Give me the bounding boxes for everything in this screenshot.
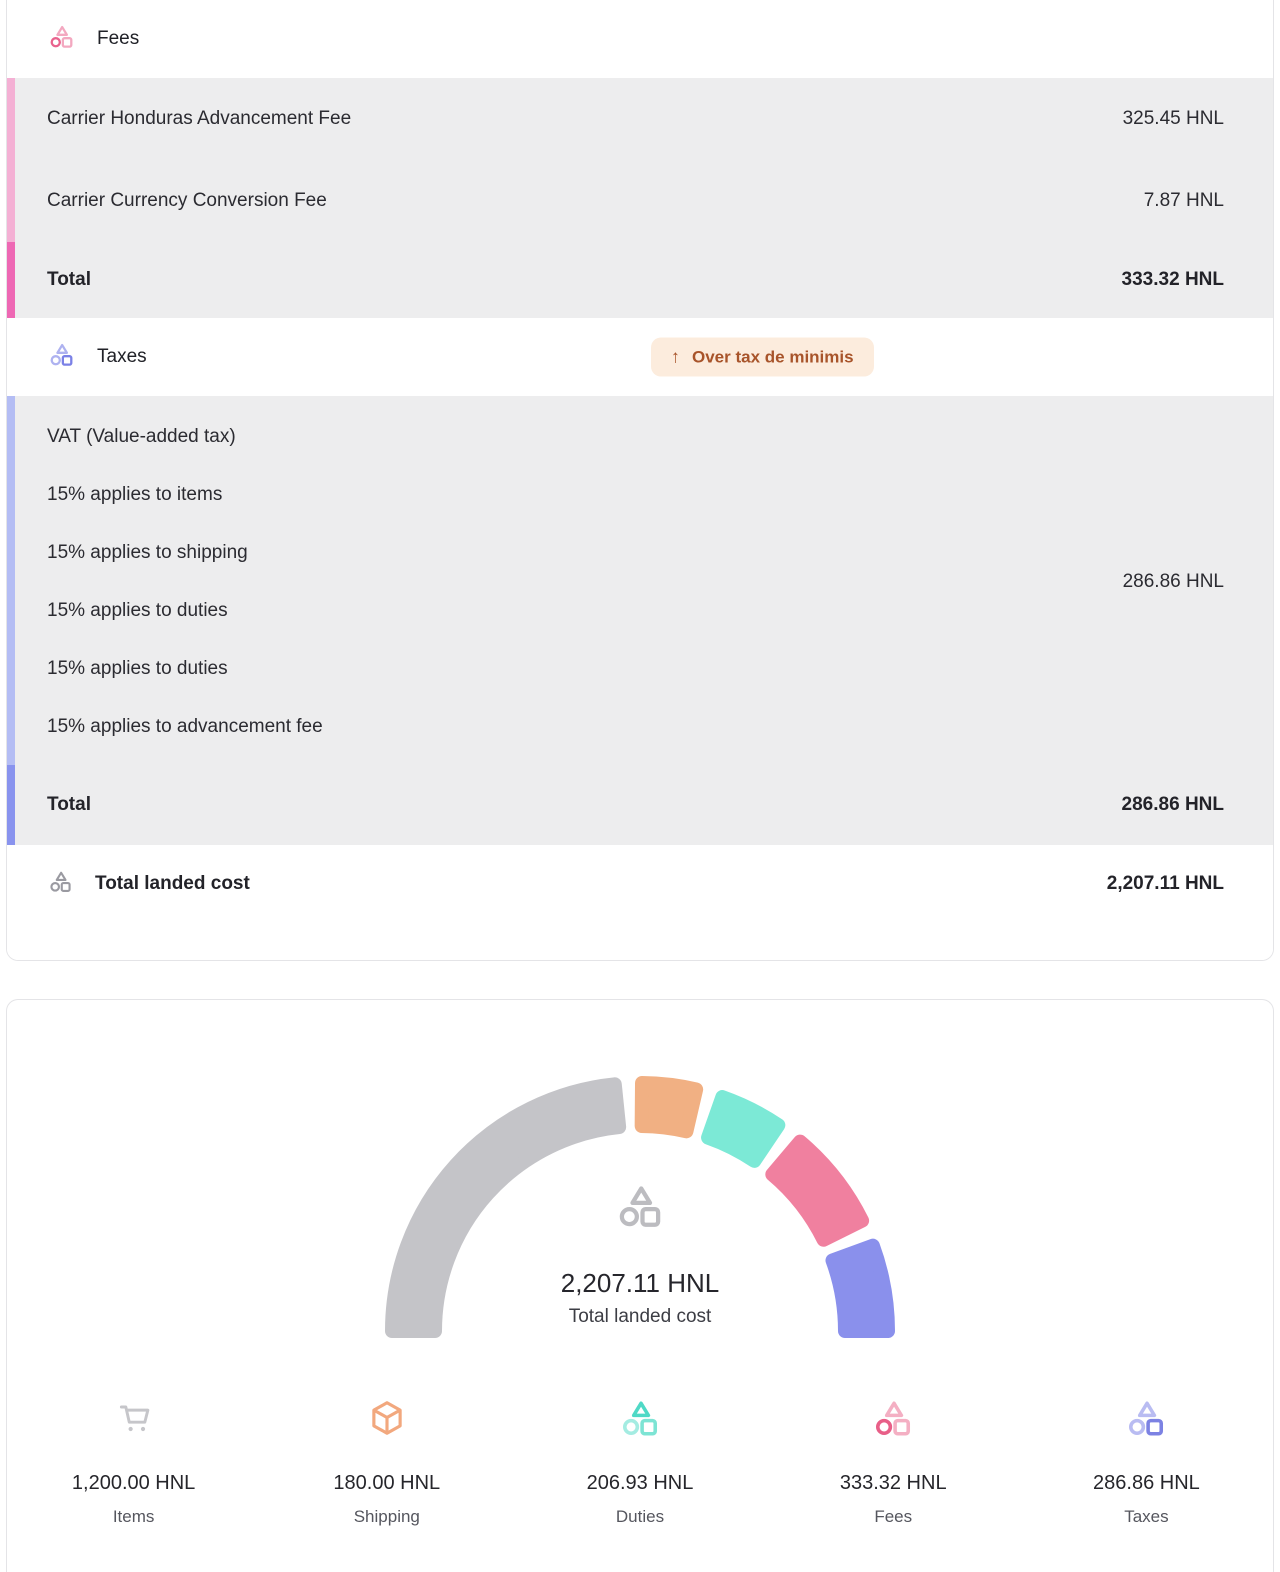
- gauge-segment-fees: [765, 1134, 870, 1247]
- tax-detail-line: VAT (Value-added tax): [47, 426, 236, 447]
- legend-label: Items: [112, 1507, 155, 1526]
- legend-value: 206.93 HNL: [586, 1472, 694, 1494]
- tax-detail-line: 15% applies to shipping: [47, 542, 248, 563]
- legend-item-items: 1,200.00 HNL Items: [7, 1397, 260, 1529]
- legend-item-fees: 333.32 HNL Fees: [767, 1397, 1020, 1529]
- taxes-logo-icon: [1125, 1397, 1167, 1439]
- gauge-segment-shipping: [634, 1076, 704, 1139]
- tax-detail-line: 15% applies to items: [47, 484, 223, 505]
- total-landed-cost-row: Total landed cost 2,207.11 HNL: [7, 845, 1273, 960]
- legend-item-taxes: 286.86 HNL Taxes: [1020, 1397, 1273, 1529]
- taxes-logo-icon: [48, 341, 75, 373]
- gauge-legend: 1,200.00 HNL Items 180.00 HNL Shipping 206.9…: [7, 1397, 1273, 1529]
- tax-detail-line: 15% applies to duties: [47, 658, 228, 679]
- landed-cost-gauge-chart: [385, 1076, 895, 1338]
- fees-total-row: Total 333.32 HNL: [7, 242, 1273, 318]
- total-landed-cost-value: 2,207.11 HNL: [1106, 873, 1224, 894]
- fees-section-title: Fees: [97, 28, 140, 49]
- legend-label: Shipping: [353, 1507, 420, 1526]
- legend-value: 180.00 HNL: [333, 1472, 441, 1494]
- legend-value: 333.32 HNL: [839, 1472, 947, 1494]
- tax-detail-line: 15% applies to duties: [47, 600, 228, 621]
- badge-label: Over tax de minimis: [692, 347, 854, 366]
- taxes-total-value: 286.86 HNL: [1121, 794, 1224, 815]
- legend-value: 1,200.00 HNL: [71, 1472, 196, 1494]
- legend-value: 286.86 HNL: [1093, 1472, 1200, 1494]
- fees-total-label: Total: [47, 269, 91, 290]
- landed-cost-logo-icon: [48, 869, 73, 899]
- tax-detail-value: 286.86 HNL: [1122, 571, 1224, 592]
- tax-detail-lines: VAT (Value-added tax) 15% applies to ite…: [47, 408, 323, 756]
- taxes-section-header: Taxes ↑ Over tax de minimis: [7, 318, 1273, 396]
- gauge-segment-items: [385, 1077, 627, 1338]
- legend-label: Taxes: [1124, 1507, 1169, 1526]
- fees-total-value: 333.32 HNL: [1121, 269, 1224, 290]
- fees-section-header: Fees: [7, 0, 1273, 78]
- fees-logo-icon: [872, 1397, 914, 1439]
- fee-row-label: Carrier Honduras Advancement Fee: [47, 108, 352, 129]
- duties-logo-icon: [619, 1397, 661, 1439]
- fee-row-value: 325.45 HNL: [1122, 108, 1224, 129]
- total-landed-cost-label: Total landed cost: [95, 873, 250, 894]
- taxes-total-label: Total: [47, 794, 91, 815]
- legend-label: Duties: [615, 1507, 665, 1526]
- fee-row-value: 7.87 HNL: [1143, 190, 1224, 211]
- arrow-up-icon: ↑: [671, 346, 680, 367]
- over-tax-de-minimis-badge: ↑ Over tax de minimis: [651, 337, 874, 377]
- tax-detail-line: 15% applies to advancement fee: [47, 716, 323, 737]
- taxes-section-title: Taxes: [97, 346, 147, 367]
- fees-logo-icon: [48, 23, 75, 55]
- taxes-total-row: Total 286.86 HNL: [7, 765, 1273, 845]
- gauge-segment-duties: [701, 1090, 786, 1168]
- gauge-segment-taxes: [825, 1238, 895, 1338]
- cart-icon: [113, 1397, 155, 1439]
- fee-row-label: Carrier Currency Conversion Fee: [47, 190, 327, 211]
- landed-cost-chart-card: 2,207.11 HNL Total landed cost 1,200.00 …: [6, 999, 1274, 1572]
- fee-row: Carrier Honduras Advancement Fee 325.45 …: [7, 78, 1273, 160]
- package-icon: [366, 1397, 408, 1439]
- tax-details-block: VAT (Value-added tax) 15% applies to ite…: [7, 396, 1273, 765]
- cost-breakdown-card: Fees Carrier Honduras Advancement Fee 32…: [6, 0, 1274, 961]
- legend-label: Fees: [874, 1507, 913, 1526]
- legend-item-duties: 206.93 HNL Duties: [513, 1397, 766, 1529]
- legend-item-shipping: 180.00 HNL Shipping: [260, 1397, 513, 1529]
- fee-row: Carrier Currency Conversion Fee 7.87 HNL: [7, 160, 1273, 242]
